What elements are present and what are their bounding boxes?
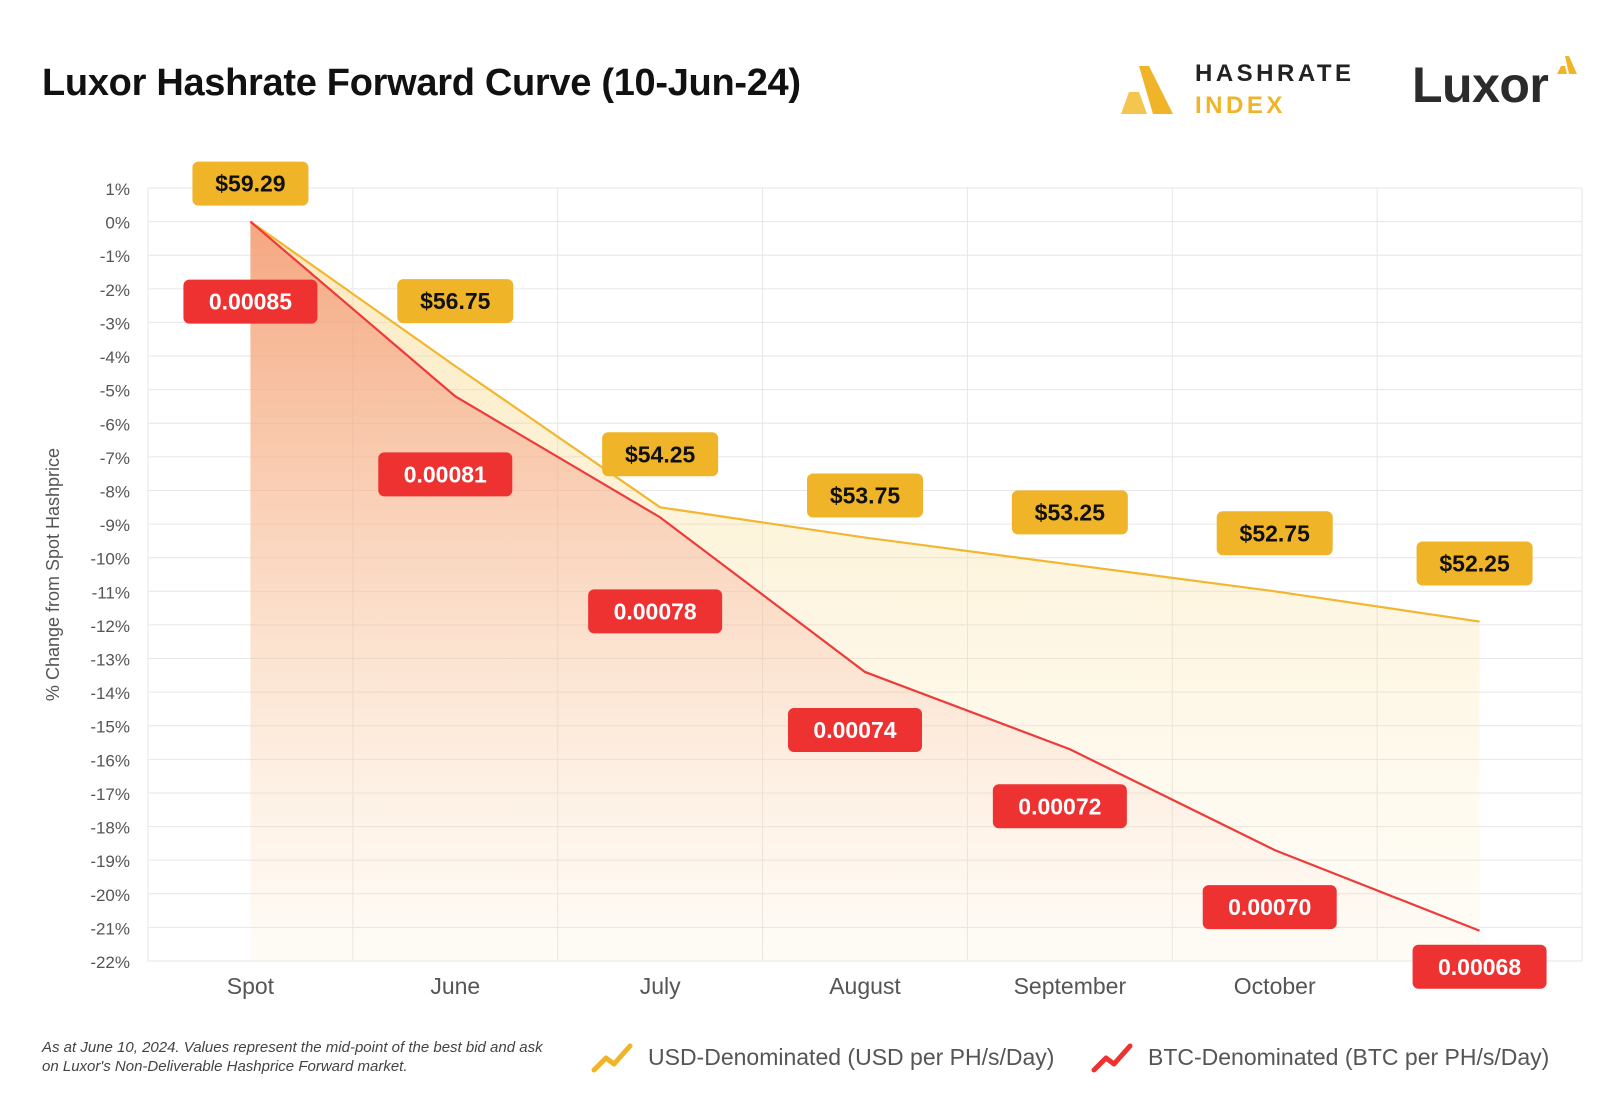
usd-series-line: [249, 220, 1480, 623]
x-tick-label: August: [829, 973, 901, 999]
usd-data-label-box: [192, 161, 309, 206]
btc-data-label-box: [378, 452, 513, 497]
luxor-logo-text: Luxor: [1412, 57, 1549, 113]
usd-data-label-text: $59.29: [215, 171, 285, 197]
legend-btc-label: BTC-Denominated (BTC per PH/s/Day): [1148, 1044, 1550, 1070]
hashrate-index-line1: HASHRATE: [1195, 60, 1355, 87]
usd-data-label-text: $53.75: [830, 483, 901, 509]
y-tick-label: 0%: [105, 214, 130, 233]
usd-data-label-box: [807, 473, 923, 518]
y-tick-label: -3%: [100, 314, 130, 333]
btc-data-label-text: 0.00081: [404, 461, 487, 487]
usd-data-label: $59.29: [192, 161, 309, 206]
usd-data-label-box: [397, 279, 514, 324]
btc-data-label: 0.00070: [1202, 885, 1337, 930]
usd-data-label-text: $52.25: [1439, 551, 1510, 577]
y-tick-label: -5%: [100, 382, 130, 401]
btc-data-label-box: [1412, 944, 1547, 989]
y-tick-label: 1%: [105, 180, 130, 199]
y-tick-label: -15%: [90, 718, 130, 737]
usd-data-label-box: [1011, 490, 1128, 535]
y-tick-label: -8%: [100, 482, 130, 501]
usd-data-label: $52.25: [1416, 541, 1533, 586]
y-tick-label: -2%: [100, 281, 130, 300]
y-tick-label: -1%: [100, 247, 130, 266]
usd-data-label-text: $52.75: [1240, 520, 1311, 546]
y-tick-label: -11%: [92, 583, 130, 602]
btc-data-label-text: 0.00085: [209, 289, 292, 315]
usd-data-label-box: [602, 432, 719, 477]
btc-series-line: [249, 220, 1480, 932]
usd-data-label-text: $53.25: [1035, 499, 1106, 525]
btc-data-label-box: [183, 279, 318, 324]
forward-curve-chart: 1% 0% -1% -2% -3% -4% -5% -6% -7% -8% -9% -10% -11% -…: [43, 161, 1583, 999]
btc-data-label-box: [1202, 885, 1337, 930]
y-tick-label: -21%: [90, 919, 130, 938]
y-tick-label: -10%: [90, 550, 130, 569]
y-tick-label: -18%: [90, 819, 130, 838]
y-tick-label: -14%: [90, 684, 130, 703]
usd-data-label: $52.75: [1216, 511, 1333, 556]
page-title: Luxor Hashrate Forward Curve (10-Jun-24): [42, 62, 801, 104]
y-tick-label: -20%: [90, 886, 130, 905]
x-tick-label: Spot: [227, 973, 275, 999]
y-tick-label: -12%: [90, 617, 130, 636]
y-tick-label: -6%: [100, 415, 130, 434]
y-tick-label: -7%: [100, 449, 130, 468]
hashrate-index-logo-icon: [1121, 66, 1173, 114]
btc-data-label: 0.00072: [992, 784, 1127, 829]
btc-data-label-box: [788, 707, 922, 752]
btc-data-label: 0.00074: [788, 707, 922, 752]
btc-data-label-text: 0.00068: [1438, 954, 1521, 980]
btc-data-label-text: 0.00074: [813, 717, 896, 743]
btc-trend-icon: [1091, 1043, 1133, 1073]
usd-data-label: $54.25: [602, 432, 719, 477]
btc-data-label-text: 0.00072: [1018, 793, 1101, 819]
usd-data-label: $56.75: [397, 279, 514, 324]
x-tick-label: July: [640, 973, 681, 999]
usd-trend-icon: [591, 1043, 633, 1073]
btc-data-label: 0.00078: [588, 589, 723, 634]
btc-area: [250, 221, 1480, 961]
btc-data-label-text: 0.00078: [614, 598, 697, 624]
usd-data-label: $53.75: [807, 473, 923, 518]
y-tick-label: -13%: [90, 651, 130, 670]
footnote: As at June 10, 2024. Values represent th…: [42, 1039, 543, 1075]
y-tick-label: -4%: [100, 348, 130, 367]
luxor-logo-icon: [1557, 56, 1577, 74]
y-tick-label: -19%: [90, 852, 130, 871]
x-tick-label: October: [1234, 973, 1316, 999]
y-tick-label: -22%: [90, 953, 130, 972]
legend-usd-label: USD-Denominated (USD per PH/s/Day): [648, 1044, 1055, 1070]
usd-data-label-text: $56.75: [420, 288, 491, 314]
btc-data-label: 0.00085: [183, 279, 318, 324]
btc-data-label-text: 0.00070: [1228, 894, 1311, 920]
y-tick-label: -9%: [100, 516, 130, 535]
y-axis-label: % Change from Spot Hashprice: [43, 448, 63, 701]
x-tick-label: June: [430, 973, 480, 999]
btc-data-label: 0.00068: [1412, 944, 1547, 989]
y-tick-label: -17%: [90, 785, 130, 804]
btc-data-label-box: [588, 589, 723, 634]
usd-data-label: $53.25: [1011, 490, 1128, 535]
btc-data-label: 0.00081: [378, 452, 513, 497]
hashrate-index-line2: INDEX: [1195, 92, 1286, 119]
usd-data-label-box: [1416, 541, 1533, 586]
btc-data-label-box: [992, 784, 1127, 829]
hashrate-index-logo: HASHRATE INDEX: [1115, 58, 1365, 126]
y-tick-label: -16%: [90, 751, 130, 770]
usd-data-label-box: [1216, 511, 1333, 556]
x-tick-label: September: [1014, 973, 1127, 999]
usd-data-label-text: $54.25: [625, 441, 696, 467]
